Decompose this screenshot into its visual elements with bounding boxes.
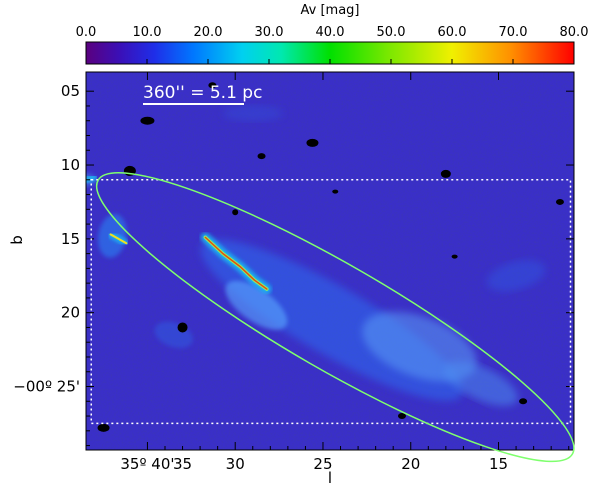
colorbar-ticks: 0.0 10.0 20.0 30.0 40.0 50.0 60.0 70.0 80.0 xyxy=(76,25,589,64)
y-tick-label: −00º 25' xyxy=(13,378,80,396)
x-tick-label: 15 xyxy=(489,455,508,473)
extinction-hole xyxy=(555,198,564,205)
extinction-hole xyxy=(397,413,406,420)
x-axis-title: l xyxy=(328,469,332,486)
colorbar-tick-label: 40.0 xyxy=(316,25,345,40)
x-tick-label: 35º 40' xyxy=(120,455,174,473)
x-tick-label: 30 xyxy=(226,455,245,473)
colorbar-tick-label: 80.0 xyxy=(560,25,589,40)
x-tick-label: 20 xyxy=(401,455,420,473)
annotations: 360'' = 5.1 pc xyxy=(90,83,575,463)
x-tick-label: 35 xyxy=(173,455,192,473)
extinction-hole xyxy=(306,138,319,147)
extinction-hole xyxy=(232,209,239,216)
y-tick-label: 20 xyxy=(61,304,80,322)
extinction-hole xyxy=(177,322,188,333)
y-tick-label: 10 xyxy=(61,156,80,174)
colorbar-tick-label: 0.0 xyxy=(76,25,97,40)
colorbar: Av [mag] 0.0 10.0 20.0 30.0 40.0 50.0 60.0 70.0… xyxy=(76,3,589,65)
west-clump-mid xyxy=(109,233,128,245)
map-features xyxy=(86,82,564,432)
extinction-hole xyxy=(208,82,217,89)
plot-frame xyxy=(85,71,575,451)
y-tick-label: 05 xyxy=(61,82,80,100)
cloud-diffuse xyxy=(225,280,288,330)
extinction-map xyxy=(86,72,574,450)
scale-bar-label: 360'' = 5.1 pc xyxy=(143,83,262,103)
colorbar-tick-label: 70.0 xyxy=(499,25,528,40)
main-filament-ridge-core xyxy=(204,236,268,290)
northwest-blob-glow xyxy=(86,173,98,183)
extinction-hole xyxy=(451,254,458,259)
colorbar-tick-label: 20.0 xyxy=(194,25,223,40)
extinction-hole xyxy=(440,169,451,178)
region-ellipse xyxy=(95,172,575,463)
colorbar-tick-label: 60.0 xyxy=(438,25,467,40)
colorbar-tick-label: 50.0 xyxy=(377,25,406,40)
colorbar-tick-label: 30.0 xyxy=(255,25,284,40)
dotted-region-box xyxy=(90,179,572,425)
extinction-hole xyxy=(257,153,266,160)
cloud-diffuse xyxy=(222,105,283,122)
extinction-hole xyxy=(519,398,528,405)
y-axis-title: b xyxy=(8,235,26,245)
x-tick-label: 25 xyxy=(313,455,332,473)
extinction-hole xyxy=(97,423,110,432)
axis-tick-labels: 35º 40' 30 25 20 15 35 05 10 15 20 −00º 25' xyxy=(13,82,508,473)
cloud-diffuse xyxy=(444,361,518,406)
colorbar-title: Av [mag] xyxy=(301,3,360,18)
y-tick-label: 15 xyxy=(61,230,80,248)
extinction-hole xyxy=(332,189,339,194)
cloud-diffuse xyxy=(486,260,546,292)
extinction-hole xyxy=(140,116,155,125)
colorbar-tick-label: 10.0 xyxy=(133,25,162,40)
